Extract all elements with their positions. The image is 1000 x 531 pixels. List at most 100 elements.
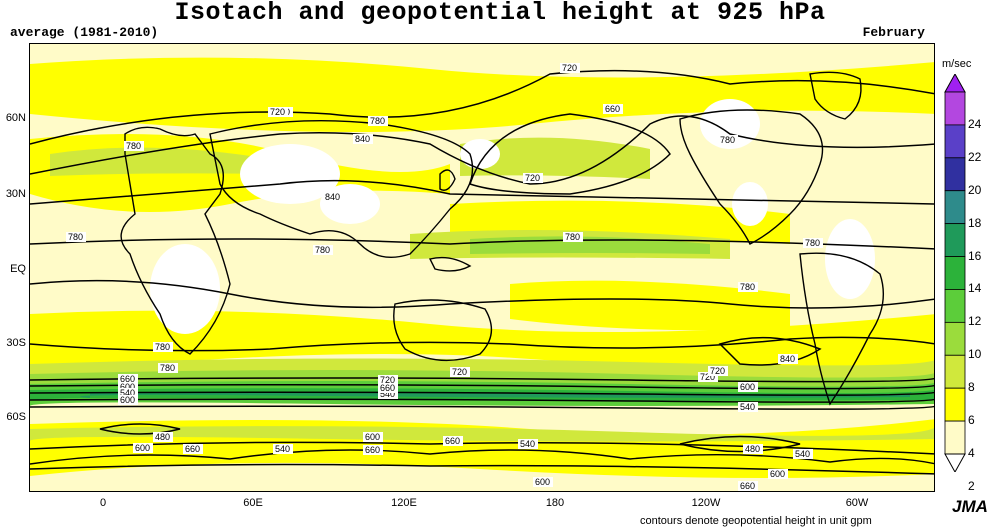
contour-label-bg bbox=[133, 443, 153, 453]
wind-band-core bbox=[80, 391, 912, 398]
contour-label: 540 bbox=[520, 439, 535, 449]
colorbar-tick-label: 16 bbox=[968, 248, 982, 263]
contour-label: 780 bbox=[740, 282, 755, 292]
colorbar-segment bbox=[944, 190, 966, 225]
period-label: average (1981-2010) bbox=[10, 25, 159, 40]
contour-label-bg bbox=[778, 354, 798, 364]
lat-label-30n: 30N bbox=[5, 188, 26, 200]
contour-label-bg bbox=[768, 469, 788, 479]
contour-label-bg bbox=[523, 173, 543, 183]
contour-label: 600 bbox=[365, 432, 380, 442]
contour-label: 600 bbox=[770, 469, 785, 479]
lon-label-120e: 120E bbox=[391, 497, 417, 509]
contour-label-bg bbox=[273, 444, 293, 454]
contour-label-bg bbox=[323, 192, 343, 202]
geopotential-contours bbox=[30, 69, 934, 475]
contour-label: 660 bbox=[380, 383, 395, 393]
colorbar-segment bbox=[944, 387, 966, 422]
contour-label-bg bbox=[118, 374, 138, 384]
contour-label-bg bbox=[450, 367, 470, 377]
contour-label-bg bbox=[378, 375, 398, 385]
contour-label: 660 bbox=[740, 481, 755, 491]
contour-label-bg bbox=[118, 395, 138, 405]
contour-label: 600 bbox=[535, 477, 550, 487]
contour-label: 540 bbox=[795, 449, 810, 459]
contour-label-bg bbox=[268, 107, 288, 117]
contour-label-bg bbox=[66, 232, 86, 242]
contour-label: 720 bbox=[525, 173, 540, 183]
contour-label: 660 bbox=[365, 445, 380, 455]
lon-label-60e: 60E bbox=[243, 497, 263, 509]
contour-label-bg bbox=[698, 372, 718, 382]
lon-label-60w: 60W bbox=[845, 497, 869, 509]
contour-label-bg bbox=[563, 232, 583, 242]
colorbar-tick-label: 14 bbox=[968, 281, 982, 296]
colorbar-segment bbox=[944, 223, 966, 257]
colorbar bbox=[944, 74, 966, 472]
colorbar-tick-label: 18 bbox=[968, 215, 982, 230]
colorbar-segment bbox=[944, 91, 966, 126]
contour-label: 540 bbox=[740, 402, 755, 412]
colorbar-segment bbox=[944, 157, 966, 192]
contour-label: 720 bbox=[452, 367, 467, 377]
calm-areas bbox=[150, 99, 875, 334]
contour-label-bg bbox=[378, 383, 398, 393]
colorbar-tick-label: 6 bbox=[968, 413, 975, 428]
contour-label: 480 bbox=[155, 432, 170, 442]
colorbar-bottom-triangle bbox=[944, 453, 966, 472]
contour-label-bg bbox=[738, 481, 758, 491]
contour-label: 720 bbox=[710, 366, 725, 376]
contour-label: 720 bbox=[270, 107, 285, 117]
contour-label-bg bbox=[353, 134, 373, 144]
contour-label: 780 bbox=[805, 238, 820, 248]
contour-label: 840 bbox=[325, 192, 340, 202]
colorbar-segment bbox=[944, 256, 966, 290]
colorbar-tick-label: 10 bbox=[968, 347, 982, 362]
contour-label: 840 bbox=[355, 134, 370, 144]
contour-label: 780 bbox=[68, 232, 83, 242]
contour-label-bg bbox=[313, 245, 333, 255]
lat-label-eq: EQ bbox=[10, 263, 26, 275]
contour-label-bg bbox=[363, 445, 383, 455]
contour-label: 780 bbox=[315, 245, 330, 255]
contour-label: 720 bbox=[700, 372, 715, 382]
contour-label: 780 bbox=[720, 135, 735, 145]
contour-label: 600 bbox=[120, 395, 135, 405]
contour-label-bg bbox=[718, 135, 738, 145]
map-svg: 7206607807208407807807207808407807807807… bbox=[30, 44, 934, 491]
contour-label: 840 bbox=[780, 354, 795, 364]
contour-label-bg bbox=[793, 449, 813, 459]
lon-label-180: 180 bbox=[545, 497, 565, 509]
contour-label: 660 bbox=[120, 374, 135, 384]
contour-label-bg bbox=[533, 477, 553, 487]
footnote: contours denote geopotential height in u… bbox=[640, 515, 872, 527]
contour-label: 600 bbox=[740, 382, 755, 392]
contour-label-bg bbox=[124, 141, 144, 151]
colorbar-unit: m/sec bbox=[942, 58, 972, 70]
contour-label-bg bbox=[803, 238, 823, 248]
contour-label-bg bbox=[603, 104, 623, 114]
contour-label-bg bbox=[153, 342, 173, 352]
contour-label: 720 bbox=[380, 375, 395, 385]
contour-label: 540 bbox=[275, 444, 290, 454]
jma-logo: JMA bbox=[952, 497, 988, 516]
contour-label-bg bbox=[183, 444, 203, 454]
contour-label-bg bbox=[708, 366, 728, 376]
colorbar-tick-label: 20 bbox=[968, 182, 982, 197]
colorbar-tick-label: 24 bbox=[968, 116, 982, 131]
contour-label-bg bbox=[518, 439, 538, 449]
contour-label: 480 bbox=[745, 444, 760, 454]
contour-label: 780 bbox=[370, 116, 385, 126]
contour-label-bg bbox=[378, 389, 398, 399]
contour-label: 600 bbox=[120, 382, 135, 392]
map-panel: 7206607807208407807807207808407807807807… bbox=[29, 43, 935, 492]
contour-labels: 7206607807208407807807207808407807807807… bbox=[66, 63, 823, 491]
colorbar-tick-label: 4 bbox=[968, 446, 975, 460]
lon-label-0: 0 bbox=[99, 497, 107, 509]
contour-label: 540 bbox=[380, 389, 395, 399]
contour-label-bg bbox=[738, 402, 758, 412]
contour-label: 720 bbox=[562, 63, 577, 73]
lon-label-120w: 120W bbox=[691, 497, 721, 509]
lat-label-30s: 30S bbox=[6, 337, 26, 349]
